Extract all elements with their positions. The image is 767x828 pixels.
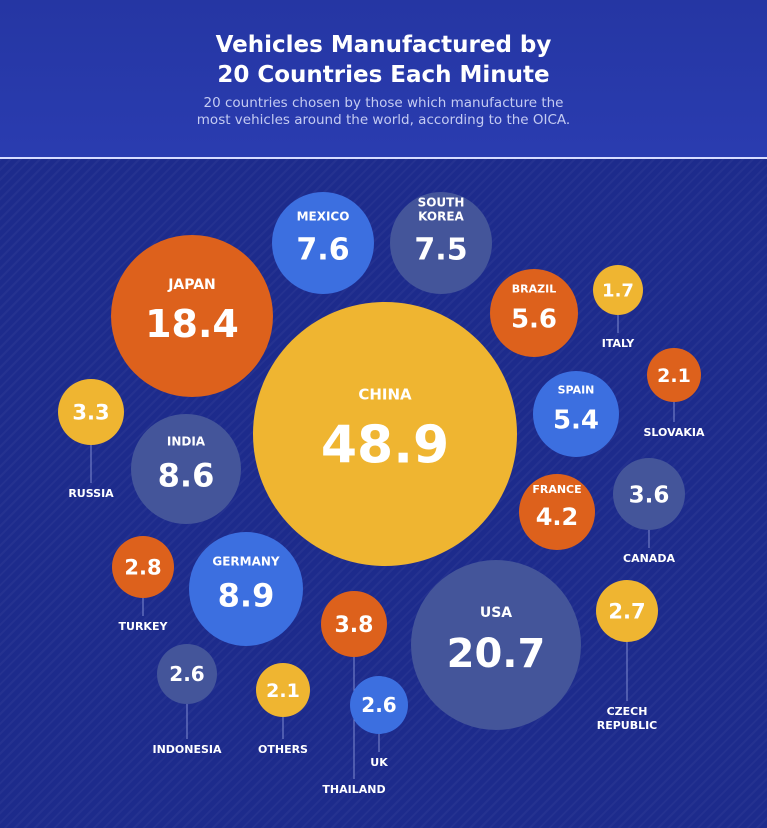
bubble-value-thailand: 3.8 — [335, 613, 374, 638]
bubble-value-france: 4.2 — [536, 503, 579, 531]
bubble-germany: GERMANY 8.9 — [189, 532, 303, 646]
bubble-value-japan: 18.4 — [145, 302, 239, 346]
bubble-value-germany: 8.9 — [218, 577, 275, 615]
bubble-circle-italy — [593, 265, 643, 315]
bubble-brazil: BRAZIL 5.6 — [490, 269, 578, 357]
bubble-circle-china — [253, 302, 517, 566]
bubble-circle-south-korea — [390, 192, 492, 294]
bubble-circle-uk — [350, 676, 408, 734]
bubble-value-uk: 2.6 — [361, 693, 396, 717]
bubble-circle-usa — [411, 560, 581, 730]
bubble-turkey: 2.8 TURKEY — [112, 536, 174, 633]
bubble-label-czech-republic: CZECH — [607, 705, 648, 718]
bubble-label-czech-republic: REPUBLIC — [597, 719, 658, 732]
bubble-value-czech-republic: 2.7 — [608, 600, 645, 624]
bubble-label-germany: GERMANY — [212, 554, 280, 568]
bubble-circle-turkey — [112, 536, 174, 598]
bubble-value-turkey: 2.8 — [124, 556, 161, 580]
bubble-circle-spain — [533, 371, 619, 457]
bubble-china: CHINA 48.9 — [253, 302, 517, 566]
bubble-mexico: MEXICO 7.6 — [272, 192, 374, 294]
bubble-label-italy: ITALY — [602, 337, 636, 350]
bubble-value-italy: 1.7 — [602, 280, 634, 301]
bubble-label-japan: JAPAN — [167, 277, 216, 293]
bubble-value-south-korea: 7.5 — [414, 233, 467, 268]
header-panel — [0, 0, 767, 157]
bubble-circle-india — [131, 414, 241, 524]
bubble-circle-others — [256, 663, 310, 717]
bubble-value-slovakia: 2.1 — [657, 365, 691, 387]
bubble-circle-japan — [111, 235, 273, 397]
bubble-value-mexico: 7.6 — [296, 233, 349, 268]
bubble-circle-canada — [613, 458, 685, 530]
bubble-russia: 3.3 RUSSIA — [58, 379, 124, 500]
bubble-indonesia: 2.6 INDONESIA — [152, 644, 222, 756]
chart-subtitle-line-1: 20 countries chosen by those which manuf… — [203, 95, 564, 111]
bubble-label-thailand: THAILAND — [322, 783, 385, 796]
bubble-france: FRANCE 4.2 — [519, 474, 595, 550]
bubble-label-indonesia: INDONESIA — [152, 743, 222, 756]
bubble-label-russia: RUSSIA — [68, 487, 114, 500]
bubble-value-spain: 5.4 — [553, 405, 599, 435]
chart-title-line-2: 20 Countries Each Minute — [217, 62, 550, 88]
bubble-label-china: CHINA — [358, 385, 412, 403]
bubble-label-uk: UK — [370, 756, 388, 769]
bubble-label-turkey: TURKEY — [119, 620, 169, 633]
bubble-label-brazil: BRAZIL — [512, 283, 556, 296]
bubble-value-usa: 20.7 — [447, 631, 546, 677]
bubble-circle-slovakia — [647, 348, 701, 402]
bubble-india: INDIA 8.6 — [131, 414, 241, 524]
bubble-circle-czech-republic — [596, 580, 658, 642]
bubble-value-china: 48.9 — [321, 416, 449, 476]
bubble-italy: 1.7 ITALY — [593, 265, 643, 350]
bubble-label-france: FRANCE — [532, 483, 581, 496]
bubble-value-russia: 3.3 — [72, 401, 109, 425]
bubble-label-slovakia: SLOVAKIA — [643, 426, 704, 439]
bubble-usa: USA 20.7 — [411, 560, 581, 730]
bubble-label-spain: SPAIN — [558, 384, 595, 397]
chart-title-line-1: Vehicles Manufactured by — [215, 32, 552, 58]
bubble-label-south-korea: SOUTH — [418, 196, 465, 210]
bubble-spain: SPAIN 5.4 — [533, 371, 619, 457]
bubble-others: 2.1 OTHERS — [256, 663, 310, 756]
bubble-uk: 2.6 UK — [350, 676, 408, 769]
header-divider — [0, 157, 767, 159]
bubble-japan: JAPAN 18.4 — [111, 235, 273, 397]
bubble-label-usa: USA — [480, 605, 512, 621]
bubble-value-india: 8.6 — [158, 457, 215, 495]
bubble-value-canada: 3.6 — [629, 482, 670, 508]
bubble-thailand: 3.8 THAILAND — [321, 591, 387, 796]
bubble-slovakia: 2.1 SLOVAKIA — [643, 348, 705, 439]
bubble-circle-brazil — [490, 269, 578, 357]
bubble-circle-mexico — [272, 192, 374, 294]
bubble-value-brazil: 5.6 — [511, 304, 557, 334]
bubble-label-canada: CANADA — [623, 552, 675, 565]
bubble-value-indonesia: 2.6 — [169, 662, 204, 686]
bubble-canada: 3.6 CANADA — [613, 458, 685, 565]
bubble-circle-germany — [189, 532, 303, 646]
bubble-label-india: INDIA — [167, 434, 206, 448]
bubble-label-mexico: MEXICO — [297, 210, 350, 224]
bubble-circle-russia — [58, 379, 124, 445]
bubble-label-others: OTHERS — [258, 743, 308, 756]
bubble-circle-thailand — [321, 591, 387, 657]
bubble-circle-indonesia — [157, 644, 217, 704]
chart-subtitle-line-2: most vehicles around the world, accordin… — [196, 112, 571, 128]
bubble-circle-france — [519, 474, 595, 550]
bubble-value-others: 2.1 — [266, 680, 300, 702]
bubble-label-south-korea: KOREA — [418, 210, 464, 224]
